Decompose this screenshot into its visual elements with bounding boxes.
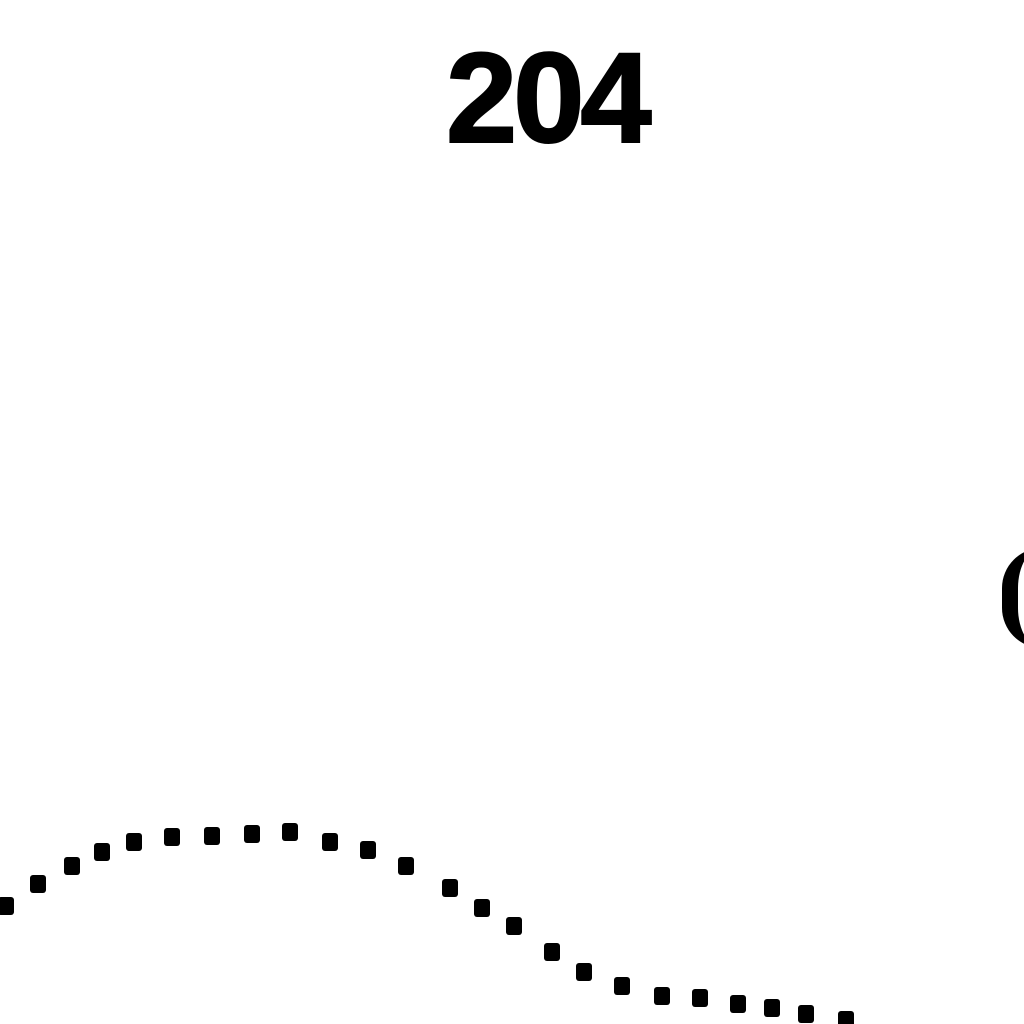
cropped-glyph-fragment: [1000, 548, 1024, 648]
curve-dot: [0, 897, 14, 915]
curve-dot: [764, 999, 780, 1017]
curve-dot: [442, 879, 458, 897]
curve-dot: [398, 857, 414, 875]
curve-dot: [692, 989, 708, 1007]
curve-dot: [838, 1011, 854, 1024]
glyph-stroke: [1002, 548, 1024, 648]
curve-dot: [64, 857, 80, 875]
curve-dot: [506, 917, 522, 935]
curve-dot: [576, 963, 592, 981]
curve-dot: [244, 825, 260, 843]
curve-dot: [204, 827, 220, 845]
curve-dot: [798, 1005, 814, 1023]
curve-dot: [282, 823, 298, 841]
curve-dot: [322, 833, 338, 851]
curve-dot: [126, 833, 142, 851]
curve-dot: [730, 995, 746, 1013]
curve-dot: [474, 899, 490, 917]
curve-dot: [544, 943, 560, 961]
curve-dot: [94, 843, 110, 861]
page-number: 204: [445, 27, 653, 170]
curve-dot: [164, 828, 180, 846]
curve-dot: [614, 977, 630, 995]
curve-dot: [30, 875, 46, 893]
curve-dot: [360, 841, 376, 859]
curve-dot: [654, 987, 670, 1005]
